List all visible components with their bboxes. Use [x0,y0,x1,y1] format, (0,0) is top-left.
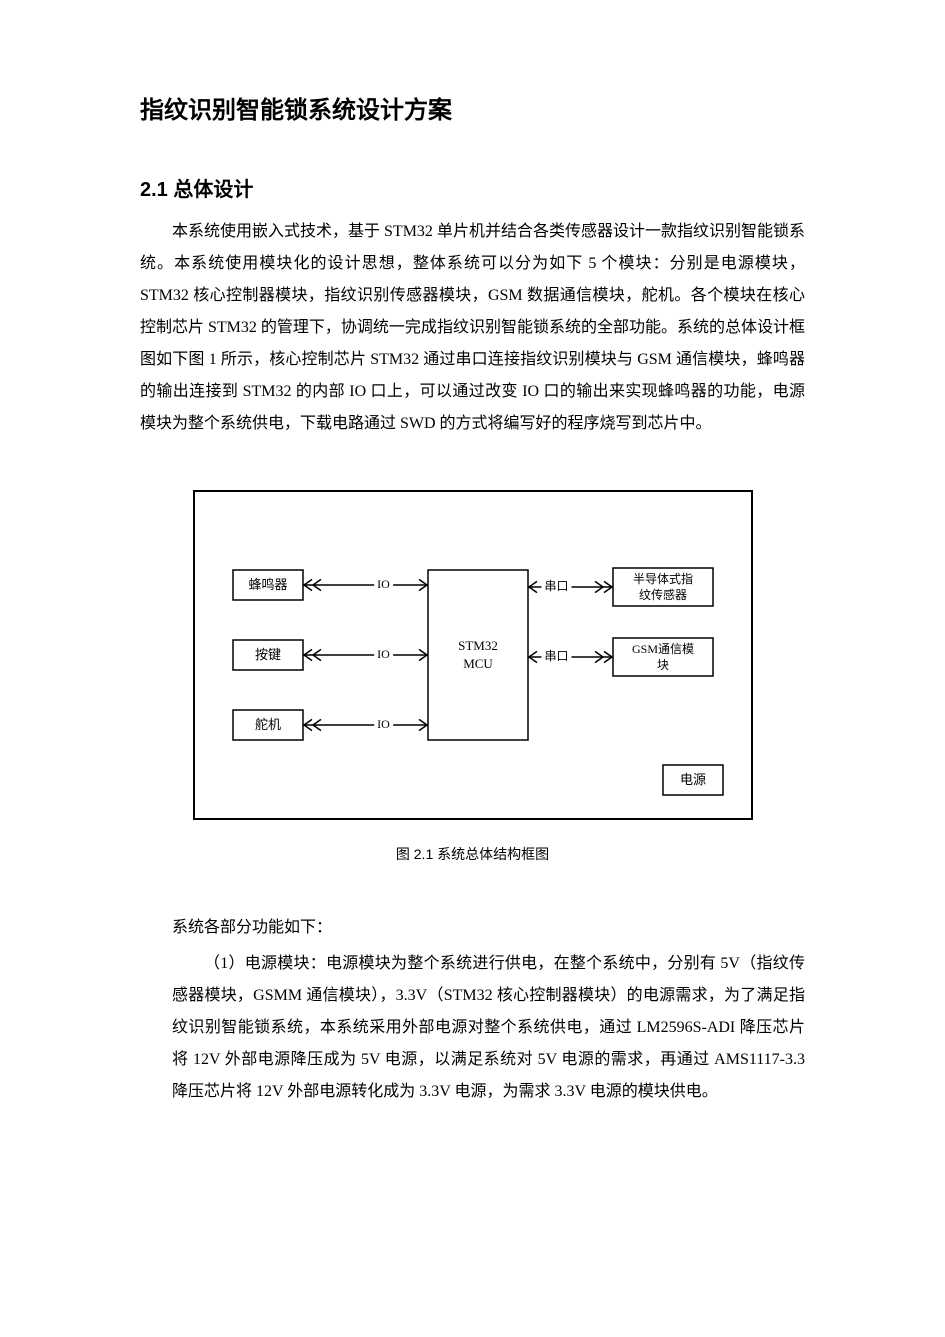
paragraph-power-module: （1）电源模块：电源模块为整个系统进行供电，在整个系统中，分别有 5V（指纹传感… [172,948,805,1108]
node-buzzer-label: 蜂鸣器 [248,577,287,592]
node-gsm-module-label-1: GSM通信模 [631,642,693,656]
svg-text:串口: 串口 [544,579,568,593]
svg-text:串口: 串口 [544,649,568,663]
node-fingerprint-sensor-label-1: 半导体式指 [632,571,692,586]
figure-caption: 图 2.1 系统总体结构框图 [396,844,549,864]
node-mcu-label-1: STM32 [458,638,498,653]
paragraph-functions-lead: 系统各部分功能如下： [140,912,805,944]
node-power-label: 电源 [679,772,705,787]
figure-block-diagram: STM32 MCU 蜂鸣器 按键 舵机 半导体式指 纹传感器 GSM通信模 块 … [140,490,805,892]
node-servo-label: 舵机 [254,717,280,732]
section-heading: 2.1 总体设计 [140,173,805,202]
svg-text:IO: IO [377,577,390,591]
document-title: 指纹识别智能锁系统设计方案 [140,90,805,125]
system-block-diagram-svg: STM32 MCU 蜂鸣器 按键 舵机 半导体式指 纹传感器 GSM通信模 块 … [193,490,753,820]
node-keys-label: 按键 [254,647,280,662]
paragraph-intro: 本系统使用嵌入式技术，基于 STM32 单片机并结合各类传感器设计一款指纹识别智… [140,216,805,440]
node-mcu-label-2: MCU [463,656,493,671]
svg-text:IO: IO [377,647,390,661]
svg-text:IO: IO [377,717,390,731]
node-gsm-module-label-2: 块 [656,658,668,672]
document-page: 指纹识别智能锁系统设计方案 2.1 总体设计 本系统使用嵌入式技术，基于 STM… [0,0,945,1337]
node-fingerprint-sensor-label-2: 纹传感器 [638,587,686,602]
